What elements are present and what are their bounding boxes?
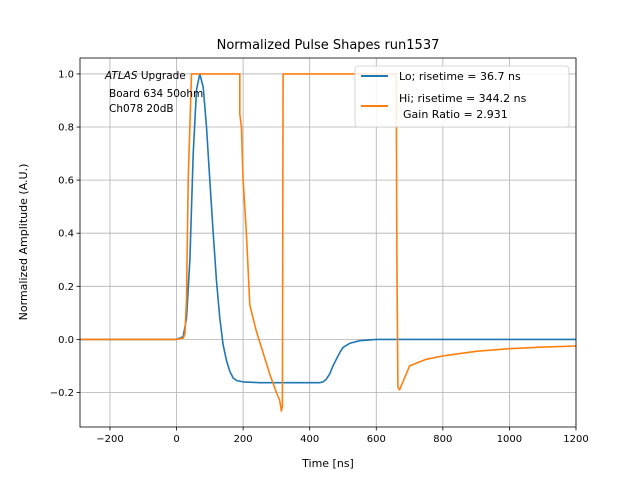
x-axis-label: Time [ns] — [301, 457, 354, 470]
y-tick-label: 0.4 — [58, 229, 74, 240]
legend-label-gain-ratio: Gain Ratio = 2.931 — [403, 108, 508, 121]
y-tick-label: 0.0 — [58, 335, 74, 346]
y-tick-label: 1.0 — [58, 69, 74, 80]
axis-ticks: −200 0 200 400 600 800 1000 1200 −0.2 0.0 0.2 0.4 0.… — [50, 69, 589, 445]
x-tick-label: 1000 — [497, 434, 522, 445]
annotation-upgrade: Upgrade — [138, 70, 186, 82]
annotation-box: ATLAS Upgrade Board 634 50ohm Ch078 20dB — [104, 70, 203, 115]
legend-box — [354, 65, 570, 128]
x-tick-label: 400 — [300, 434, 319, 445]
chart-title: Normalized Pulse Shapes run1537 — [217, 38, 440, 53]
x-tick-label: 800 — [433, 434, 452, 445]
x-tick-label: 0 — [173, 434, 179, 445]
series-line-hi — [80, 73, 576, 412]
x-tick-label: 200 — [234, 434, 253, 445]
y-tick-label: 0.6 — [58, 176, 74, 187]
legend-label-hi: Hi; risetime = 344.2 ns — [399, 92, 527, 105]
series-layer — [80, 73, 576, 412]
annotation-atlas: ATLAS — [104, 70, 138, 82]
y-axis-label: Normalized Amplitude (A.U.) — [17, 164, 30, 321]
y-tick-label: 0.2 — [58, 282, 74, 293]
x-tick-label: 600 — [367, 434, 386, 445]
series-line-lo — [80, 73, 576, 384]
x-tick-label: −200 — [96, 434, 123, 445]
x-tick-label: 1200 — [563, 434, 588, 445]
annotation-line-1: ATLAS Upgrade — [104, 70, 186, 82]
annotation-line-2: Board 634 50ohm — [109, 88, 203, 100]
plot-frame — [79, 57, 577, 428]
annotation-line-3: Ch078 20dB — [109, 103, 174, 115]
legend: Lo; risetime = 36.7 ns Hi; risetime = 34… — [354, 65, 570, 128]
legend-label-lo: Lo; risetime = 36.7 ns — [399, 70, 521, 83]
y-tick-label: −0.2 — [50, 388, 74, 399]
y-tick-label: 0.8 — [58, 123, 74, 134]
